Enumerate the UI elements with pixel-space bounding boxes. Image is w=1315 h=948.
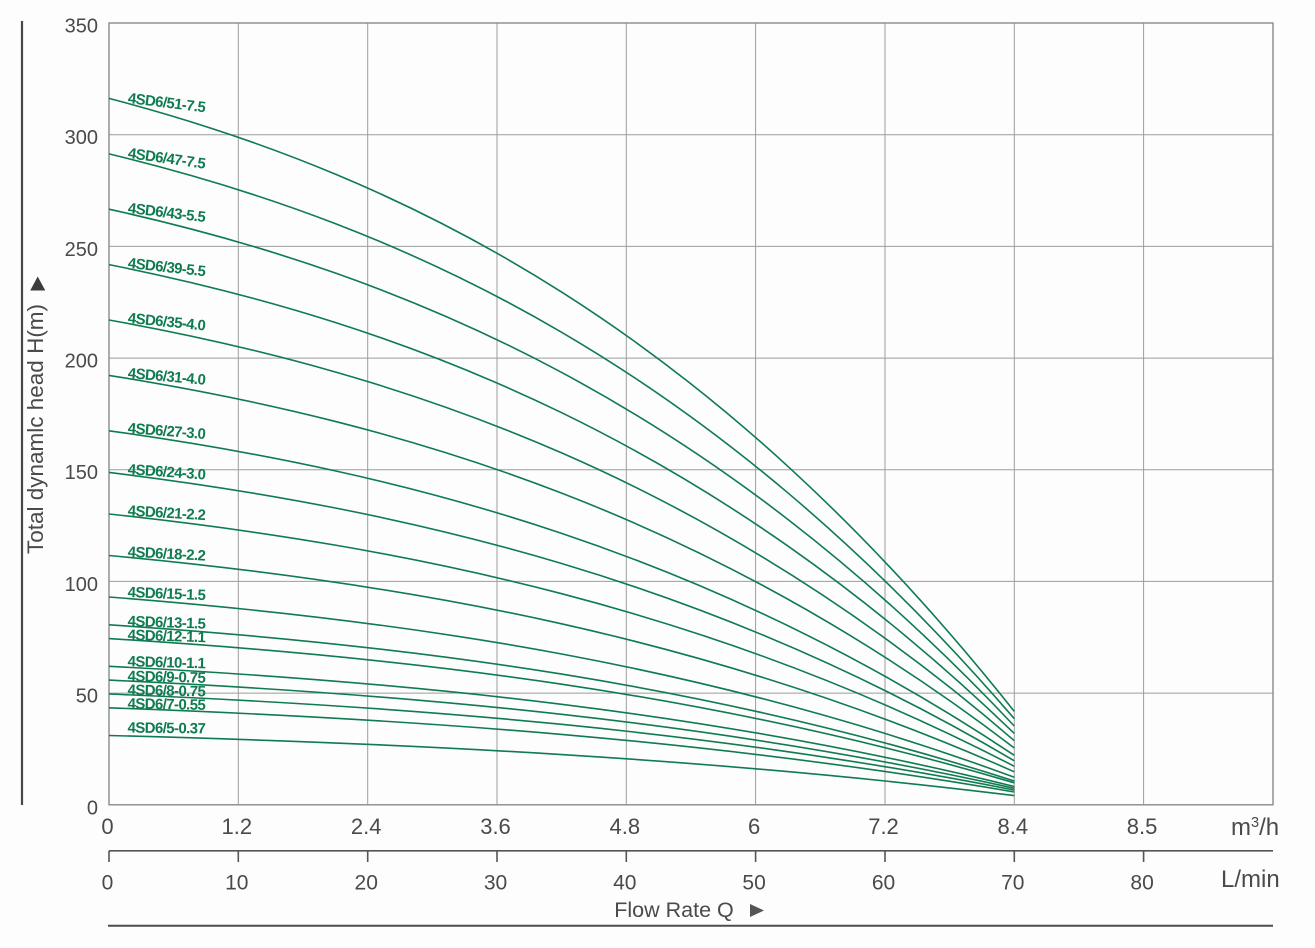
svg-text:50: 50 <box>76 686 98 708</box>
svg-text:Total dynamlc head H(m): Total dynamlc head H(m) <box>23 304 48 554</box>
svg-text:0: 0 <box>102 872 114 895</box>
svg-text:3.6: 3.6 <box>480 814 511 839</box>
svg-text:4SD6/15-1.5: 4SD6/15-1.5 <box>127 584 205 604</box>
svg-text:200: 200 <box>65 351 98 373</box>
svg-text:4SD6/27-3.0: 4SD6/27-3.0 <box>127 420 206 443</box>
svg-text:4SD6/8-0.75: 4SD6/8-0.75 <box>127 682 205 701</box>
svg-text:8.4: 8.4 <box>998 814 1029 839</box>
svg-text:250: 250 <box>65 239 98 261</box>
svg-text:L/min: L/min <box>1221 866 1280 893</box>
svg-text:80: 80 <box>1130 872 1153 895</box>
svg-text:70: 70 <box>1001 872 1024 895</box>
svg-text:4SD6/21-2.2: 4SD6/21-2.2 <box>127 503 206 525</box>
svg-text:4SD6/31-4.0: 4SD6/31-4.0 <box>127 365 206 389</box>
svg-text:4SD6/9-0.75: 4SD6/9-0.75 <box>127 668 205 687</box>
svg-text:300: 300 <box>65 127 98 149</box>
svg-text:4SD6/18-2.2: 4SD6/18-2.2 <box>127 544 206 565</box>
svg-text:4SD6/7-0.55: 4SD6/7-0.55 <box>127 696 205 714</box>
svg-text:7.2: 7.2 <box>868 814 899 839</box>
svg-text:30: 30 <box>484 872 507 895</box>
svg-text:2.4: 2.4 <box>351 814 382 839</box>
svg-text:150: 150 <box>65 462 98 484</box>
svg-text:0: 0 <box>87 797 98 819</box>
svg-text:4SD6/10-1.1: 4SD6/10-1.1 <box>127 653 205 672</box>
svg-text:Flow Rate Q: Flow Rate Q <box>614 898 733 922</box>
svg-text:60: 60 <box>872 872 895 895</box>
svg-text:4.8: 4.8 <box>610 814 641 839</box>
svg-text:1.2: 1.2 <box>222 814 253 839</box>
svg-text:4SD6/13-1.5: 4SD6/13-1.5 <box>127 613 205 633</box>
svg-text:4SD6/12-1.1: 4SD6/12-1.1 <box>127 627 205 646</box>
svg-text:6: 6 <box>748 814 760 839</box>
svg-text:0: 0 <box>101 814 113 839</box>
svg-text:50: 50 <box>742 872 765 895</box>
svg-text:100: 100 <box>65 574 98 596</box>
svg-text:4SD6/5-0.37: 4SD6/5-0.37 <box>127 720 205 738</box>
svg-text:8.5: 8.5 <box>1127 814 1158 839</box>
svg-text:20: 20 <box>355 872 378 895</box>
svg-text:10: 10 <box>225 872 248 895</box>
svg-text:4SD6/24-3.0: 4SD6/24-3.0 <box>127 461 206 483</box>
svg-text:40: 40 <box>613 872 636 895</box>
svg-text:350: 350 <box>65 16 98 38</box>
